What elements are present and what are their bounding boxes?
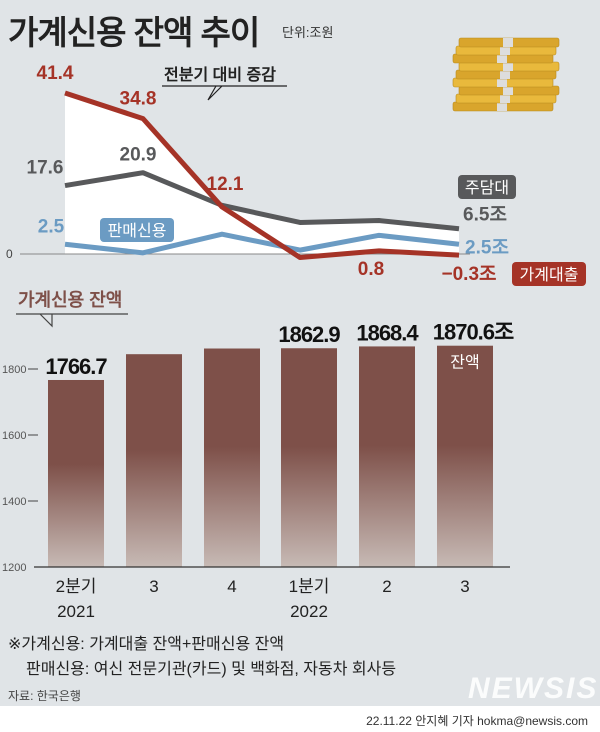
bill-band bbox=[497, 78, 507, 87]
area-background bbox=[65, 92, 459, 254]
series-line-household_loan bbox=[64, 90, 460, 261]
bill-band bbox=[500, 46, 510, 55]
bill-band bbox=[503, 38, 513, 47]
line-chart: 0 41.4 34.8 12.1 0.8 −0.3조 17.6 20.9 6.5조 2.5 2.5조… bbox=[6, 63, 586, 286]
footer bbox=[0, 706, 600, 732]
bill-band bbox=[500, 94, 510, 103]
x-tick-label: 3 bbox=[460, 577, 469, 596]
bar-chart: 1200 1400 1600 1800 1766.7 2분기 2021 3 4 1862.9 1분기… bbox=[2, 290, 515, 621]
series-line-sales_credit bbox=[64, 231, 460, 256]
money-stack-icon bbox=[452, 37, 560, 112]
x-tick-label: 4 bbox=[227, 577, 236, 596]
bill-band bbox=[503, 86, 513, 95]
x-tick-label: 2분기 bbox=[56, 577, 97, 596]
bar-value-label: 1870.6조 bbox=[433, 320, 514, 345]
sales-credit-badge bbox=[100, 218, 174, 242]
bar bbox=[204, 348, 260, 567]
sales-credit-badge-label: 판매신용 bbox=[108, 222, 167, 240]
data-label: 12.1 bbox=[207, 174, 244, 195]
callout-line bbox=[16, 313, 128, 328]
unit-label: 단위:조원 bbox=[282, 25, 334, 40]
x-tick-label: 1분기 bbox=[289, 577, 330, 596]
note-term: ※가계신용: bbox=[8, 636, 85, 653]
newsis-watermark: NEWSIS bbox=[468, 672, 599, 705]
source: 자료: 한국은행 bbox=[8, 689, 81, 703]
bill-band bbox=[497, 54, 507, 63]
byline: 22.11.22 안지혜 기자 hokma@newsis.com bbox=[366, 714, 588, 728]
bar bbox=[437, 345, 493, 567]
bar-inner-label: 잔액 bbox=[450, 354, 479, 372]
series-line-mortgage bbox=[64, 170, 460, 232]
x-tick-year: 2021 bbox=[57, 602, 95, 621]
y-tick-label: 1800 bbox=[2, 364, 26, 376]
y-tick-label: 1200 bbox=[2, 562, 26, 574]
bar bbox=[126, 354, 182, 567]
household-loan-badge-label: 가계대출 bbox=[520, 266, 579, 284]
x-tick-label: 3 bbox=[149, 577, 158, 596]
bill-band bbox=[503, 62, 513, 71]
note-2: 판매신용: 여신 전문기관(카드) 및 백화점, 자동차 회사등 bbox=[26, 655, 396, 679]
bar bbox=[281, 348, 337, 567]
bar bbox=[359, 346, 415, 567]
mortgage-badge-label: 주담대 bbox=[465, 179, 509, 197]
bill-band bbox=[500, 70, 510, 79]
bar-value-label: 1766.7 bbox=[45, 354, 107, 379]
data-label: 41.4 bbox=[37, 63, 74, 84]
note-definition: 가계대출 잔액+판매신용 잔액 bbox=[89, 636, 285, 653]
page-title: 가계신용 잔액 추이 bbox=[8, 14, 260, 51]
data-label: 2.5 bbox=[38, 216, 65, 237]
data-label: 34.8 bbox=[120, 89, 157, 110]
y-tick-label: 1400 bbox=[2, 496, 26, 508]
bar-value-label: 1862.9 bbox=[278, 322, 340, 347]
bill-band bbox=[497, 102, 507, 111]
data-label: −0.3조 bbox=[442, 264, 497, 285]
x-tick-year: 2022 bbox=[290, 602, 328, 621]
note-1: ※가계신용: 가계대출 잔액+판매신용 잔액 bbox=[8, 630, 284, 654]
mortgage-badge bbox=[458, 175, 516, 199]
note-term: 판매신용: bbox=[26, 661, 90, 678]
y-tick-label: 1600 bbox=[2, 430, 26, 442]
data-label: 6.5조 bbox=[463, 205, 507, 226]
note-definition: 여신 전문기관(카드) 및 백화점, 자동차 회사등 bbox=[93, 661, 397, 678]
line-chart-title: 전분기 대비 증감 bbox=[164, 65, 276, 84]
data-label: 20.9 bbox=[120, 145, 157, 166]
data-label: 17.6 bbox=[27, 158, 64, 179]
chart-area: 0 41.4 34.8 12.1 0.8 −0.3조 17.6 20.9 6.5조 2.5 2.5조… bbox=[2, 63, 586, 621]
household-loan-badge bbox=[512, 262, 586, 286]
callout-line bbox=[162, 85, 287, 101]
x-tick-label: 2 bbox=[382, 577, 391, 596]
bar-chart-title: 가계신용 잔액 bbox=[18, 290, 122, 310]
bar bbox=[48, 379, 104, 567]
data-label: 2.5조 bbox=[465, 237, 509, 258]
zero-tick-label: 0 bbox=[6, 247, 13, 261]
data-label: 0.8 bbox=[358, 259, 384, 280]
bar-value-label: 1868.4 bbox=[356, 320, 419, 345]
